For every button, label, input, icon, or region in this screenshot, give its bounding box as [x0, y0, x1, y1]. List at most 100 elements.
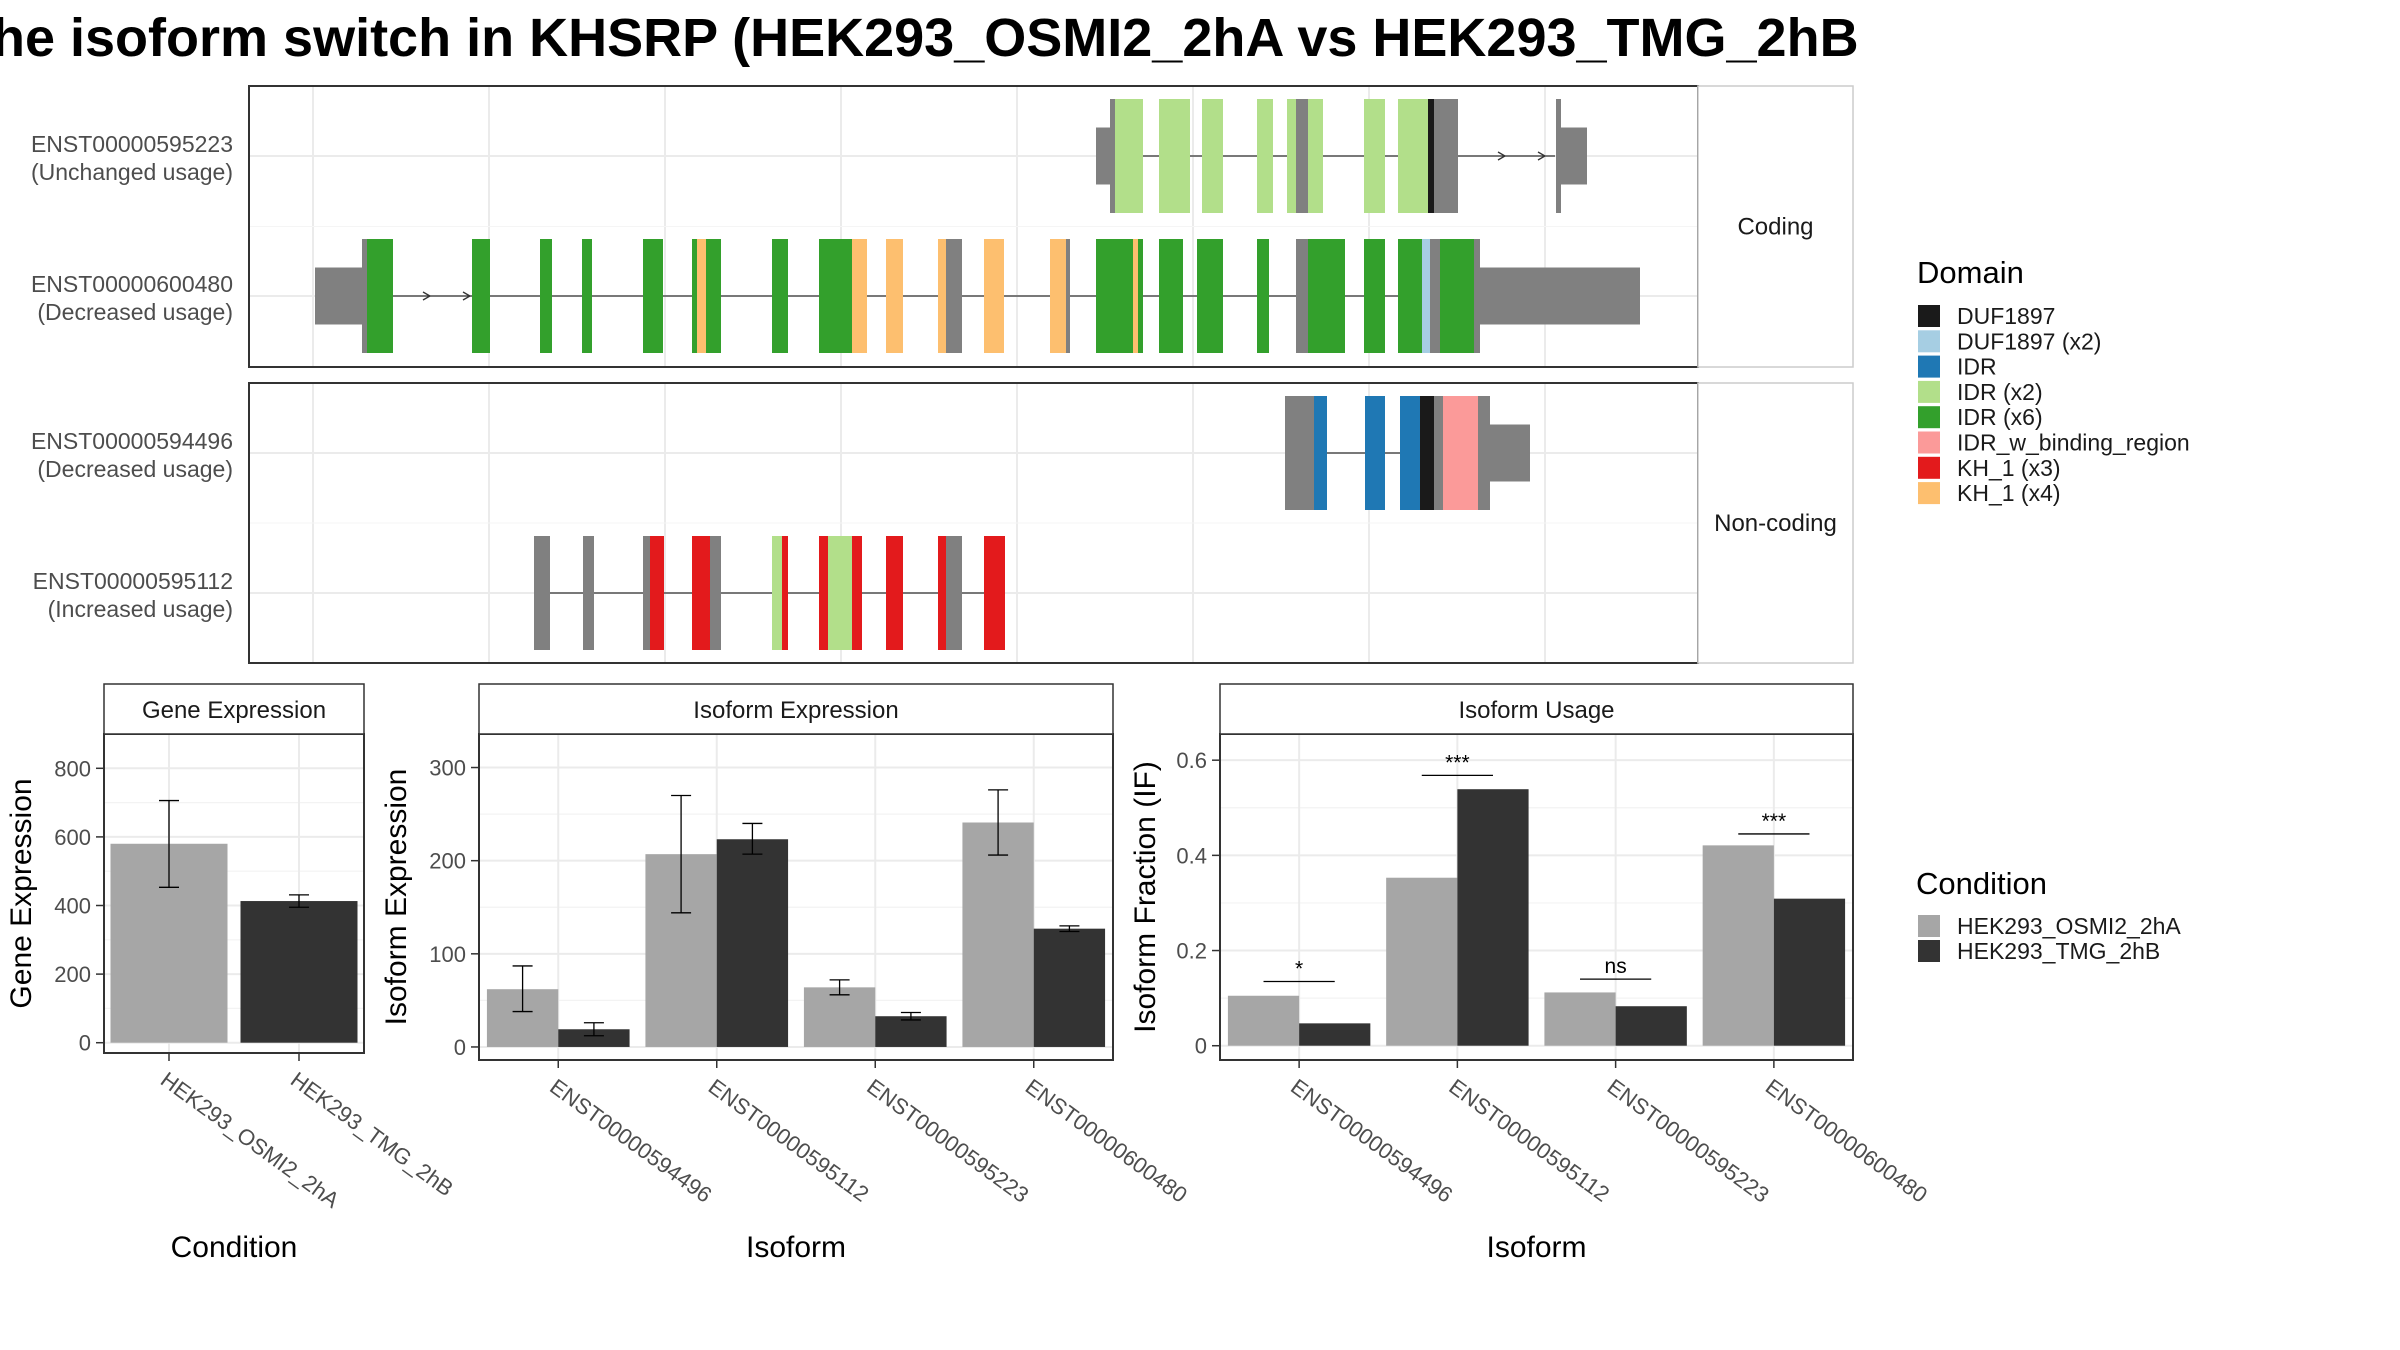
isoform-label: ENST00000594496 [31, 428, 233, 454]
utr-block [1066, 239, 1070, 353]
utr-block [1556, 99, 1561, 213]
legend-key [1918, 940, 1940, 962]
domain-block [1287, 99, 1296, 213]
facet-strip [1219, 683, 1854, 735]
facet-strip-label: Gene Expression [142, 697, 326, 724]
y-tick-label: 300 [429, 756, 466, 781]
domain-block [540, 239, 552, 353]
domain-block [1365, 396, 1385, 510]
direction-arrow [422, 291, 432, 301]
domain-block [938, 536, 946, 650]
bar [1702, 845, 1774, 1046]
y-tick-label: 800 [54, 756, 91, 781]
domain-block [1420, 396, 1434, 510]
domain-block [1364, 99, 1385, 213]
utr-block [1474, 239, 1480, 353]
domain-block [1257, 99, 1273, 213]
x-axis-title: Isoform [1486, 1231, 1586, 1264]
legend-label: IDR_w_binding_region [1957, 430, 2190, 456]
legend-key [1918, 482, 1940, 505]
facet-strip-label: Non-coding [1714, 510, 1837, 537]
bar [875, 1016, 947, 1047]
facet-strip [1697, 382, 1854, 664]
legend-key [1918, 380, 1940, 403]
direction-arrow [1497, 151, 1507, 161]
isoform-label: ENST00000595223 [31, 131, 233, 157]
x-tick-label: ENST00000594496 [545, 1074, 716, 1208]
isoform-usage-label: (Decreased usage) [37, 299, 233, 325]
legend-key [1918, 915, 1940, 937]
domain-block [1443, 396, 1478, 510]
isoform-usage-label: (Decreased usage) [37, 456, 233, 482]
x-tick-label: ENST00000595223 [862, 1074, 1033, 1208]
domain-block [782, 536, 788, 650]
bar [558, 1029, 630, 1047]
bar [803, 987, 876, 1047]
domain-block [643, 239, 663, 353]
domain-block [692, 536, 710, 650]
direction-arrow [462, 291, 472, 301]
bar [1457, 789, 1529, 1046]
utr-block [1478, 396, 1490, 510]
y-tick-label: 200 [54, 962, 91, 987]
y-tick-label: 0.6 [1176, 748, 1207, 773]
bar [1299, 1023, 1371, 1046]
bar [1033, 928, 1106, 1047]
domain-block [706, 239, 721, 353]
legend-key [1918, 330, 1940, 353]
legend-key [1918, 431, 1940, 454]
domain-block [692, 239, 697, 353]
bar [240, 901, 358, 1043]
domain-block [819, 536, 828, 650]
domain-block [1398, 99, 1428, 213]
utr-block [643, 536, 650, 650]
facet-strip [1697, 85, 1854, 368]
isoform-label: ENST00000600480 [31, 271, 233, 297]
domain-block [1133, 239, 1138, 353]
x-tick-label: ENST00000600480 [1021, 1074, 1192, 1208]
domain-block [1050, 239, 1066, 353]
bar [962, 822, 1034, 1047]
bar [1227, 995, 1300, 1046]
legend-title: Domain [1917, 255, 2024, 290]
domain-block [852, 536, 862, 650]
legend-label: IDR [1957, 354, 1997, 380]
legend-key [1918, 305, 1940, 327]
y-axis-title: Gene Expression [5, 778, 38, 1008]
utr-block [1434, 99, 1458, 213]
utr-block [1434, 396, 1443, 510]
domain-block [1314, 396, 1327, 510]
utr-block [1490, 424, 1530, 482]
figure-title: he isoform switch in KHSRP (HEK293_OSMI2… [0, 8, 1859, 68]
x-tick-label: ENST00000595112 [1444, 1074, 1614, 1207]
domain-block [984, 239, 1004, 353]
domain-block [1138, 239, 1143, 353]
y-tick-label: 0.4 [1176, 843, 1207, 868]
y-tick-label: 0 [454, 1035, 466, 1060]
facet-strip-label: Isoform Usage [1458, 697, 1614, 724]
domain-block [886, 536, 903, 650]
domain-block [1159, 99, 1190, 213]
significance-label: *** [1762, 810, 1787, 833]
domain-block [819, 239, 852, 353]
domain-block [1096, 239, 1133, 353]
facet-strip-label: Coding [1737, 214, 1813, 241]
bar [1386, 877, 1458, 1046]
domain-block [852, 239, 867, 353]
bar [716, 839, 789, 1047]
domain-block [697, 239, 706, 353]
domain-block [1308, 239, 1345, 353]
x-tick-label: ENST00000595112 [704, 1074, 874, 1207]
x-axis-title: Isoform [746, 1231, 846, 1264]
domain-block [1364, 239, 1385, 353]
utr-block [1096, 127, 1110, 185]
x-tick-label: ENST00000594496 [1286, 1074, 1457, 1208]
legend-label: IDR (x2) [1957, 379, 2043, 405]
domain-block [650, 536, 664, 650]
y-tick-label: 400 [54, 894, 91, 919]
legend-label: KH_1 (x4) [1957, 480, 2061, 506]
utr-block [710, 536, 721, 650]
utr-block [1296, 99, 1308, 213]
